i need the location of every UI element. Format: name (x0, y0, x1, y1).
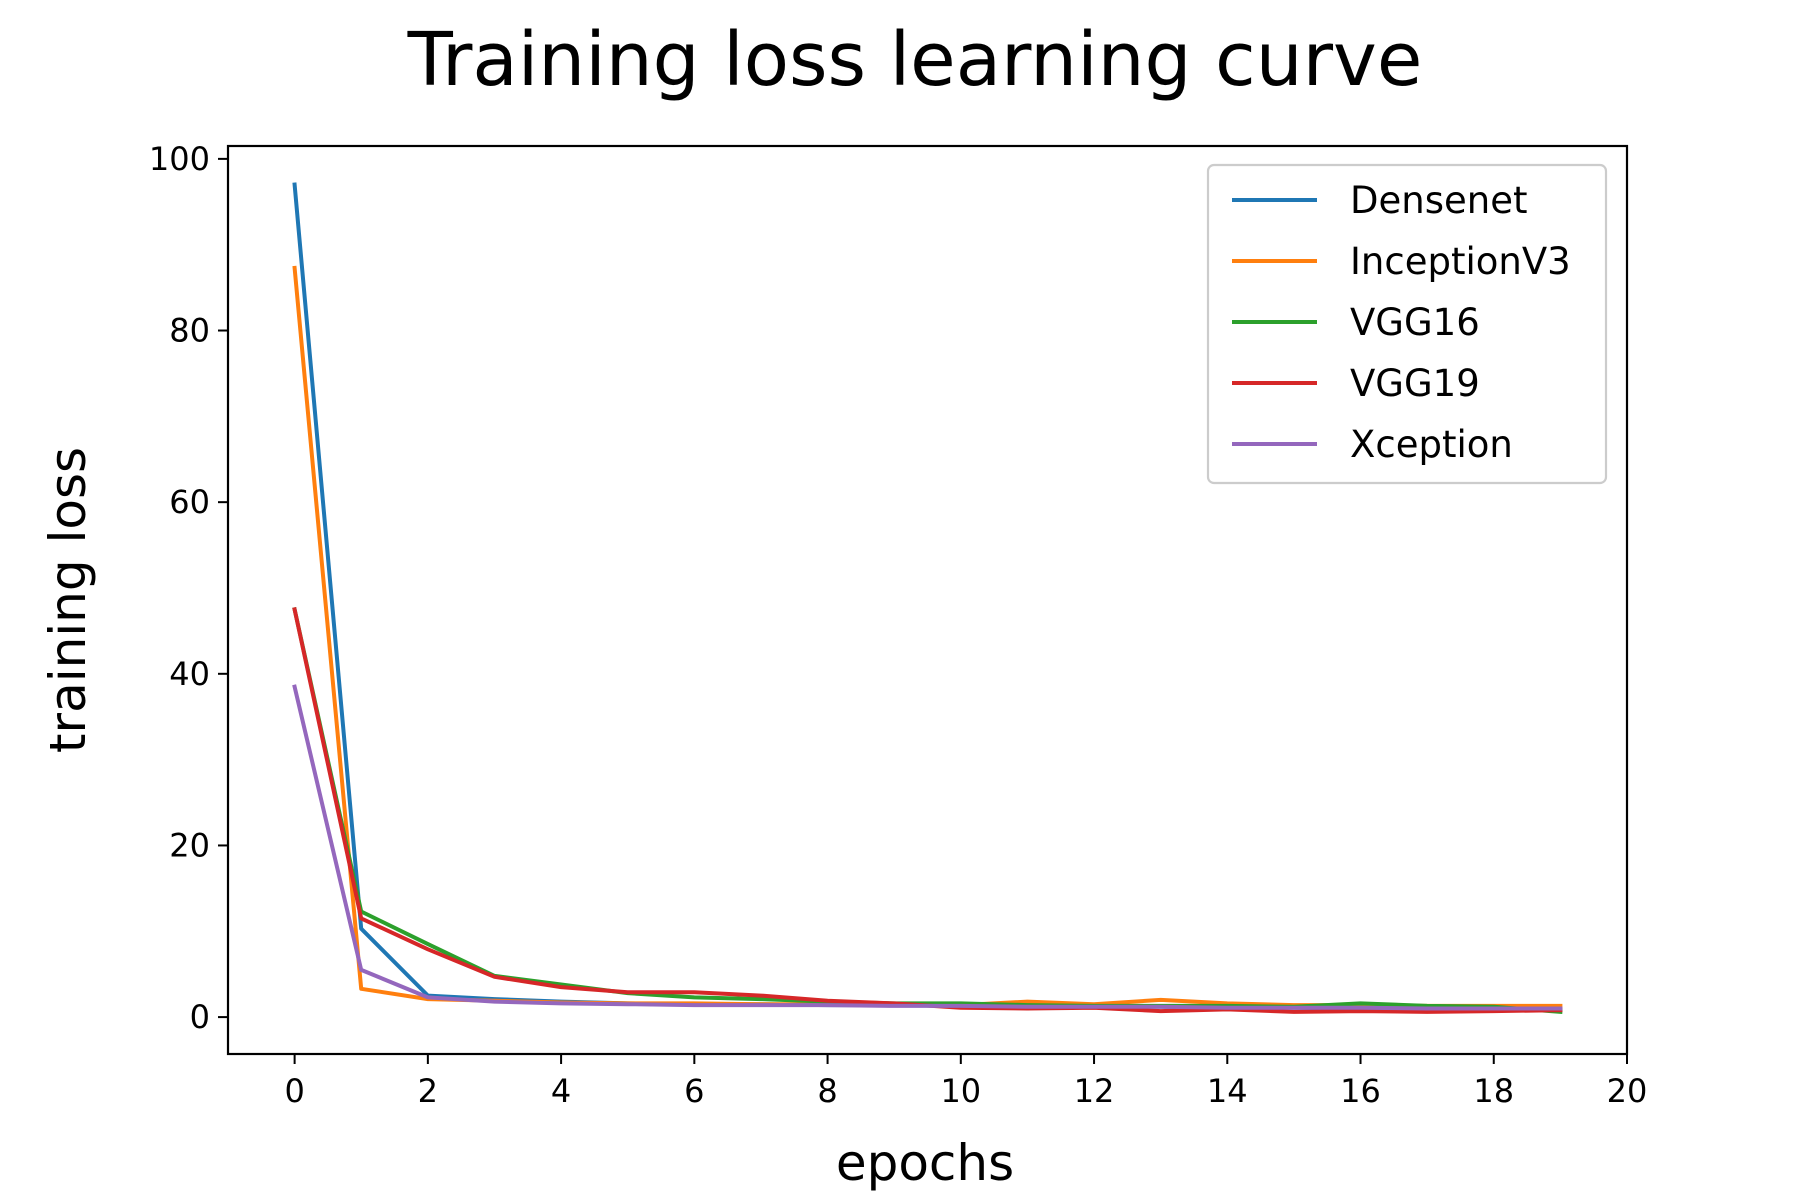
y-tick-label: 60 (169, 483, 210, 521)
legend-label-densenet: Densenet (1350, 179, 1527, 222)
x-tick-label: 0 (284, 1072, 304, 1110)
x-axis-title: epochs (836, 1134, 1014, 1192)
series-line-xception (292, 684, 1563, 1011)
series-line-vgg16 (292, 607, 1563, 1015)
y-tick-label: 40 (169, 655, 210, 693)
x-tick-label: 18 (1473, 1072, 1514, 1110)
axis-ticks: 0 2 4 6 8 10 12 14 16 18 20 0 20 40 60 80 100 (149, 140, 1647, 1110)
x-tick-label: 10 (940, 1072, 981, 1110)
x-tick-label: 14 (1207, 1072, 1248, 1110)
legend-label-vgg16: VGG16 (1350, 301, 1480, 344)
legend-label-inceptionv3: InceptionV3 (1350, 240, 1571, 283)
legend-label-xception: Xception (1350, 423, 1513, 466)
axes-frame (226, 144, 1629, 1056)
x-tick-label: 6 (684, 1072, 704, 1110)
series-lines (292, 182, 1563, 1015)
x-tick-label: 12 (1074, 1072, 1115, 1110)
legend-label-vgg19: VGG19 (1350, 362, 1480, 405)
chart-title: Training loss learning curve (407, 17, 1423, 103)
legend-box (1206, 163, 1608, 485)
x-tick-label: 4 (551, 1072, 571, 1110)
series-line-vgg19 (292, 607, 1563, 1014)
x-tick-label: 20 (1607, 1072, 1648, 1110)
x-tick-label: 16 (1340, 1072, 1381, 1110)
y-axis-title: training loss (39, 447, 97, 753)
y-tick-label: 100 (149, 140, 210, 178)
y-tick-label: 20 (169, 826, 210, 864)
y-tick-label: 80 (169, 312, 210, 350)
legend: Densenet InceptionV3 VGG16 VGG19 Xception (1206, 163, 1608, 485)
y-tick-label: 0 (190, 998, 210, 1036)
x-tick-label: 2 (418, 1072, 438, 1110)
x-tick-label: 8 (817, 1072, 837, 1110)
